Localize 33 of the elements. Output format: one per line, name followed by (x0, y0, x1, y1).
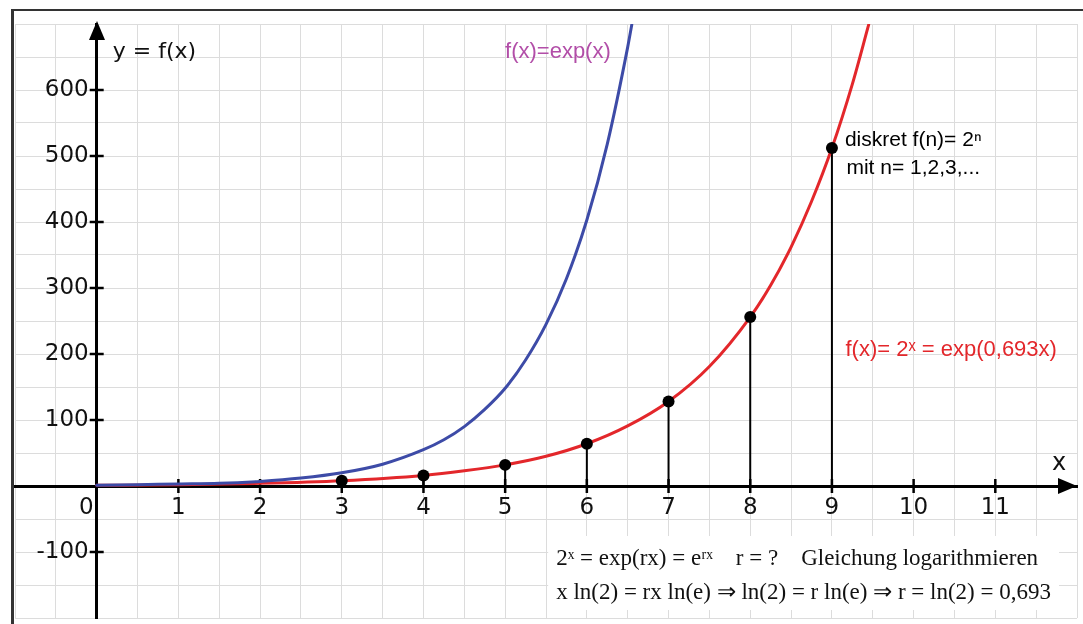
x-tick-label: 5 (497, 492, 513, 519)
y-tick-label: 100 (44, 404, 89, 431)
x-tick-label: 8 (742, 492, 758, 519)
x-tick-label: 9 (824, 492, 840, 519)
y-tick-label: 300 (44, 272, 89, 299)
x-tick-label: 10 (898, 492, 929, 519)
y-axis-title: y = f(x) (112, 37, 197, 63)
x-tick-label: 1 (171, 492, 186, 519)
y-tick-label: 600 (44, 74, 89, 101)
point (580, 437, 593, 450)
y-tick-label: -100 (36, 536, 89, 563)
x-tick-label: 4 (416, 492, 431, 519)
x-axis-title: x (1051, 448, 1067, 477)
y-tick-label: 400 (44, 206, 89, 233)
point (499, 458, 512, 471)
annotation: 2ˣ = exp(rx) = eʳˣ r = ? Gleichung logarithmieren (556, 545, 1039, 571)
x-tick-label: 11 (980, 492, 1010, 519)
text: f(x)= 2ˣ = exp(0,693x) (845, 335, 1057, 361)
line-series (95, 24, 634, 487)
x-tick-label: 0 (79, 492, 94, 519)
x-tick-label: 6 (579, 492, 595, 519)
annotation: x ln(2) = rx ln(e) ⇒ ln(2) = r ln(e) ⇒ r = ln(2) = 0,693 (556, 579, 1052, 605)
point (662, 395, 675, 408)
point (825, 142, 838, 155)
series-label: diskret f(n)= 2ⁿ mit n= 1,2,3,... (844, 126, 982, 178)
point (744, 311, 757, 324)
point (417, 469, 430, 482)
y-tick-label: 500 (44, 140, 89, 167)
x-tick-label: 3 (334, 492, 350, 519)
y-tick-label: 200 (44, 338, 89, 365)
x-tick-label: 2 (252, 492, 268, 519)
x-tick-label: 7 (661, 492, 676, 519)
series-label: f(x)=exp(x) (505, 37, 611, 63)
